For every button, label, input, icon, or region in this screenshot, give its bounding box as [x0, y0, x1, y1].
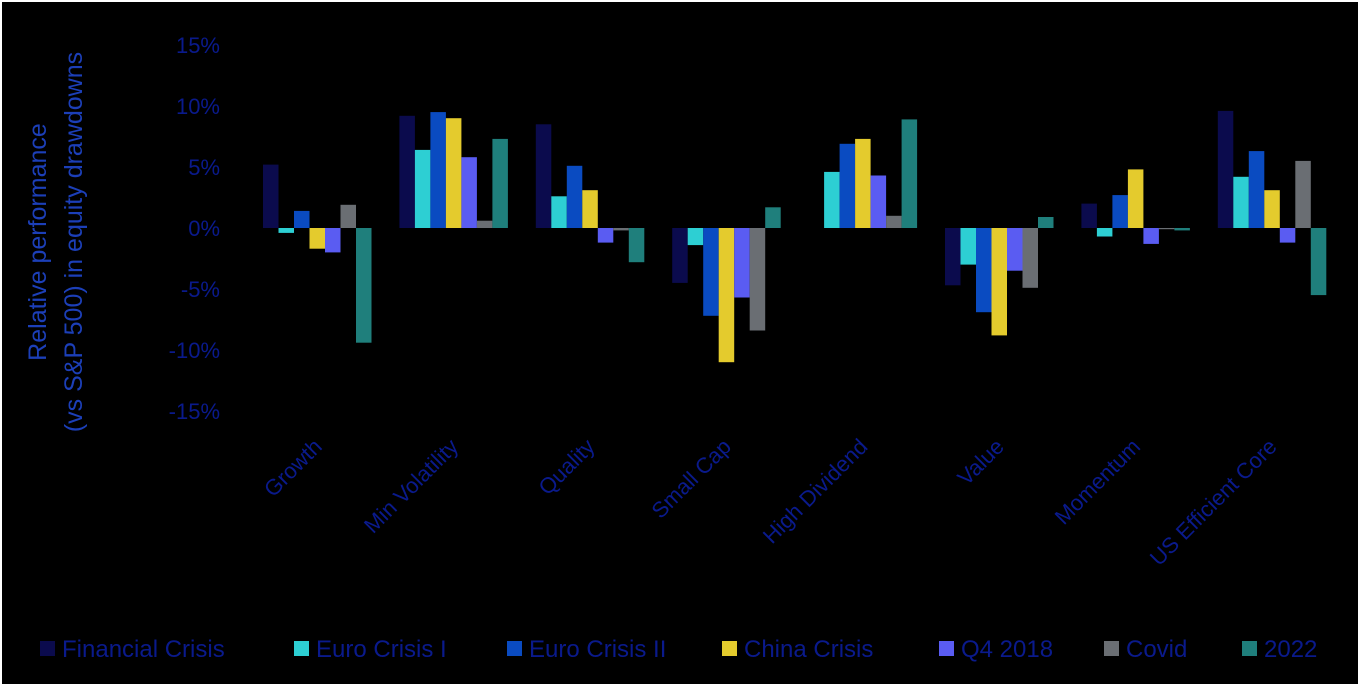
legend-swatch — [939, 641, 954, 656]
bar-high-dividend-china-crisis — [855, 138, 871, 228]
bar-momentum-q4-2018 — [1143, 228, 1159, 244]
bar-growth-q4-2018 — [325, 228, 341, 253]
bar-us-efficient-core-q4-2018 — [1279, 228, 1296, 243]
bar-high-dividend-euro-crisis-i — [824, 171, 840, 228]
bar-value-covid — [1022, 228, 1038, 288]
bar-us-efficient-core-china-crisis — [1264, 190, 1280, 228]
bar-small-cap-euro-crisis-ii — [703, 228, 719, 316]
bar-us-efficient-core-euro-crisis-ii — [1248, 151, 1265, 228]
legend-swatch — [294, 641, 309, 656]
bar-high-dividend-2022 — [901, 119, 918, 228]
legend-label: 2022 — [1264, 636, 1317, 663]
bar-value-financial-crisis — [945, 228, 961, 286]
bar-small-cap-china-crisis — [718, 228, 735, 363]
bar-us-efficient-core-financial-crisis — [1217, 110, 1234, 228]
bar-small-cap-q4-2018 — [734, 228, 750, 298]
bar-quality-euro-crisis-i — [551, 196, 567, 228]
bar-momentum-china-crisis — [1127, 169, 1144, 228]
bar-growth-covid — [340, 204, 356, 228]
bar-momentum-euro-crisis-i — [1096, 228, 1113, 237]
bar-quality-2022 — [628, 228, 645, 263]
bar-value-china-crisis — [991, 228, 1007, 336]
bar-momentum-euro-crisis-ii — [1112, 195, 1128, 228]
bar-quality-q4-2018 — [597, 228, 614, 243]
y-tick-label: -10% — [169, 338, 220, 363]
bar-min-volatility-euro-crisis-ii — [430, 112, 446, 228]
bar-min-volatility-2022 — [492, 138, 508, 228]
y-axis-label-line: (vs S&P 500) in equity drawdowns — [60, 52, 88, 432]
bar-growth-euro-crisis-i — [278, 228, 294, 233]
bar-min-volatility-covid — [476, 220, 493, 228]
bar-growth-financial-crisis — [263, 164, 279, 228]
bar-min-volatility-china-crisis — [445, 118, 462, 228]
y-tick-label: 10% — [176, 94, 220, 119]
legend-swatch — [40, 641, 55, 656]
bar-momentum-covid — [1158, 228, 1175, 230]
bar-high-dividend-covid — [886, 215, 902, 228]
bar-us-efficient-core-covid — [1295, 160, 1311, 228]
legend-label: Q4 2018 — [961, 636, 1053, 663]
y-axis-ticks: 15% 10% 5% 0% -5% -10% -15% — [169, 33, 220, 424]
bar-small-cap-covid — [749, 228, 766, 331]
bar-momentum-financial-crisis — [1081, 203, 1097, 228]
legend-swatch — [722, 641, 737, 656]
bar-min-volatility-financial-crisis — [399, 115, 415, 228]
legend-swatch — [1242, 641, 1257, 656]
legend-swatch — [1104, 641, 1119, 656]
bar-value-2022 — [1038, 217, 1054, 228]
bar-value-euro-crisis-i — [960, 228, 976, 265]
y-tick-label: 15% — [176, 33, 220, 58]
bars — [263, 110, 1327, 363]
legend-swatch — [507, 641, 522, 656]
bar-small-cap-financial-crisis — [672, 228, 688, 283]
legend-label: China Crisis — [744, 636, 873, 663]
y-tick-label: -5% — [181, 277, 220, 302]
legend-label: Euro Crisis I — [316, 636, 447, 663]
legend-label: Euro Crisis II — [529, 636, 666, 663]
y-tick-label: 0% — [188, 216, 220, 241]
legend-label: Covid — [1126, 636, 1187, 663]
bar-growth-2022 — [356, 228, 372, 343]
bar-high-dividend-euro-crisis-ii — [839, 143, 856, 228]
bar-growth-euro-crisis-ii — [294, 210, 310, 228]
y-tick-label: -15% — [169, 399, 220, 424]
bar-quality-covid — [613, 228, 629, 231]
bar-value-euro-crisis-ii — [976, 228, 992, 313]
bar-us-efficient-core-euro-crisis-i — [1233, 176, 1249, 228]
bar-momentum-2022 — [1174, 228, 1190, 231]
bar-high-dividend-q4-2018 — [870, 175, 887, 228]
bar-value-q4-2018 — [1007, 228, 1023, 271]
bar-small-cap-euro-crisis-i — [687, 228, 704, 246]
y-tick-label: 5% — [188, 155, 220, 180]
bar-min-volatility-euro-crisis-i — [414, 149, 431, 228]
y-axis-label: Relative performance (vs S&P 500) in equi… — [24, 52, 88, 432]
bar-growth-china-crisis — [309, 228, 325, 249]
bar-small-cap-2022 — [765, 207, 781, 228]
bar-quality-financial-crisis — [535, 124, 552, 228]
bar-min-volatility-q4-2018 — [461, 157, 477, 228]
legend: Financial Crisis Euro Crisis I Euro Crisis… — [40, 636, 1317, 663]
y-axis-label-line: Relative performance — [24, 123, 52, 361]
legend-label: Financial Crisis — [62, 636, 225, 663]
bar-quality-euro-crisis-ii — [566, 165, 583, 228]
bar-quality-china-crisis — [582, 190, 598, 228]
bar-us-efficient-core-2022 — [1310, 228, 1327, 296]
